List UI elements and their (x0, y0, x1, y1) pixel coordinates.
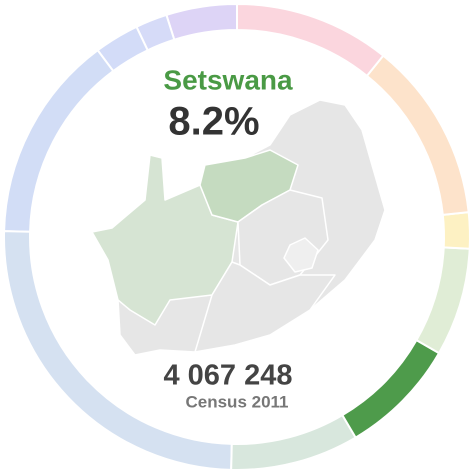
donut-segment (230, 413, 357, 471)
donut-segment-highlight (341, 338, 441, 439)
language-share: 8.2% (168, 100, 259, 144)
donut-segment (365, 54, 470, 217)
donut-segment (3, 48, 115, 233)
map-province (91, 154, 239, 326)
map-province (194, 261, 336, 353)
donut-segment (96, 25, 150, 73)
language-name: Setswana (163, 64, 293, 95)
map-lesotho (283, 237, 319, 273)
donut-segment (135, 13, 176, 52)
source: Census 2011 (185, 392, 288, 411)
donut-segment (415, 246, 471, 355)
map (91, 99, 386, 356)
donut-segment (236, 2, 385, 78)
donut-segment (441, 211, 471, 250)
donut-segment (165, 2, 238, 41)
donut-segment (3, 230, 233, 471)
speakers: 4 067 248 (163, 360, 292, 392)
